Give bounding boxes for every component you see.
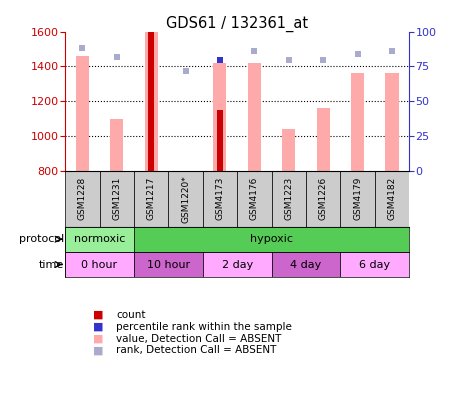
Text: ■: ■ — [93, 333, 104, 344]
Text: GSM4179: GSM4179 — [353, 177, 362, 221]
Text: 2 day: 2 day — [221, 259, 253, 270]
Bar — [134, 252, 203, 277]
Bar — [272, 171, 306, 227]
Text: GSM1231: GSM1231 — [112, 177, 121, 221]
Bar — [134, 171, 168, 227]
Bar — [248, 63, 261, 171]
Bar — [385, 73, 399, 171]
Text: ■: ■ — [93, 345, 104, 356]
Bar — [65, 171, 100, 227]
Bar — [217, 110, 223, 171]
Text: ■: ■ — [93, 322, 104, 332]
Bar — [134, 227, 409, 252]
Text: GSM1220*: GSM1220* — [181, 175, 190, 223]
Bar — [110, 119, 123, 171]
Bar — [203, 252, 272, 277]
Bar — [282, 129, 295, 171]
Text: normoxic: normoxic — [74, 234, 125, 244]
Bar — [340, 171, 375, 227]
Text: ■: ■ — [93, 310, 104, 320]
Text: GSM1228: GSM1228 — [78, 177, 87, 220]
Text: GSM4182: GSM4182 — [387, 177, 397, 220]
Bar — [76, 56, 89, 171]
Text: GSM1223: GSM1223 — [284, 177, 293, 220]
Text: GSM1226: GSM1226 — [319, 177, 328, 220]
Text: GSM1217: GSM1217 — [146, 177, 156, 221]
Text: count: count — [116, 310, 146, 320]
Bar — [340, 252, 409, 277]
Text: percentile rank within the sample: percentile rank within the sample — [116, 322, 292, 332]
Bar — [213, 63, 226, 171]
Text: GSM4176: GSM4176 — [250, 177, 259, 221]
Bar — [65, 227, 134, 252]
Text: GSM4173: GSM4173 — [215, 177, 225, 221]
Text: 4 day: 4 day — [290, 259, 322, 270]
Bar — [203, 171, 237, 227]
Bar — [375, 171, 409, 227]
Text: 6 day: 6 day — [359, 259, 390, 270]
Text: value, Detection Call = ABSENT: value, Detection Call = ABSENT — [116, 333, 282, 344]
Title: GDS61 / 132361_at: GDS61 / 132361_at — [166, 15, 308, 32]
Bar — [351, 73, 364, 171]
Bar — [317, 108, 330, 171]
Bar — [237, 171, 272, 227]
Bar — [145, 32, 158, 171]
Text: hypoxic: hypoxic — [250, 234, 293, 244]
Bar — [168, 171, 203, 227]
Text: 0 hour: 0 hour — [81, 259, 118, 270]
Text: protocol: protocol — [19, 234, 65, 244]
Bar — [100, 171, 134, 227]
Text: rank, Detection Call = ABSENT: rank, Detection Call = ABSENT — [116, 345, 277, 356]
Bar — [306, 171, 340, 227]
Text: time: time — [39, 259, 65, 270]
Bar — [148, 32, 154, 171]
Bar — [272, 252, 340, 277]
Bar — [65, 252, 134, 277]
Text: 10 hour: 10 hour — [147, 259, 190, 270]
